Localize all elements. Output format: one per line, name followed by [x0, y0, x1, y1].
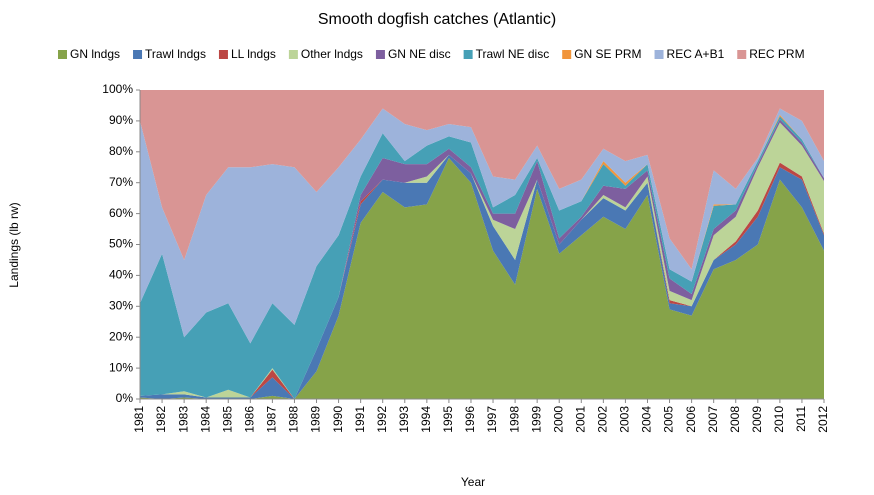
- y-tick-label: 0%: [116, 391, 134, 405]
- legend-label: REC PRM: [749, 47, 804, 61]
- legend-label: LL lndgs: [231, 47, 276, 61]
- area: [140, 116, 824, 399]
- legend-swatch: [133, 50, 143, 59]
- legend-swatch: [562, 50, 572, 59]
- x-tick-label: 2001: [573, 406, 587, 433]
- legend-label: GN NE disc: [388, 47, 451, 61]
- x-tick-label: 1993: [397, 406, 411, 433]
- x-tick-label: 2011: [794, 406, 808, 432]
- x-tick-label: 1989: [309, 406, 323, 433]
- x-tick-label: 2004: [640, 406, 654, 433]
- x-tick-label: 1996: [463, 406, 477, 433]
- x-tick-label: 1995: [441, 406, 455, 433]
- legend-swatch: [737, 50, 747, 59]
- legend-swatch: [654, 50, 664, 59]
- x-tick-label: 1986: [242, 406, 256, 433]
- x-tick-label: 2006: [684, 406, 698, 433]
- x-tick-label: 1983: [176, 406, 190, 433]
- area: [140, 90, 824, 270]
- x-tick-label: 1984: [198, 406, 212, 433]
- x-axis-label: Year: [461, 475, 485, 489]
- y-tick-label: 30%: [109, 298, 133, 312]
- legend-label: Other lndgs: [301, 47, 363, 61]
- x-tick-label: 1994: [419, 406, 433, 433]
- legend-swatch: [463, 50, 473, 59]
- legend-swatch: [218, 50, 228, 59]
- legend-swatch: [58, 50, 67, 59]
- x-tick-label: 1999: [529, 406, 543, 433]
- y-tick-label: 100%: [102, 82, 133, 96]
- y-axis-label: Landings (lb rw): [7, 202, 21, 287]
- x-tick-label: 2005: [662, 406, 676, 433]
- x-tick-label: 2003: [618, 406, 632, 433]
- legend-swatch: [288, 50, 298, 59]
- chart-title: Smooth dogfish catches (Atlantic): [318, 11, 556, 28]
- x-tick-label: 1985: [220, 406, 234, 433]
- x-tick-label: 1987: [265, 406, 279, 433]
- x-tick-label: 2002: [596, 406, 610, 433]
- x-tick-label: 1990: [331, 406, 345, 433]
- y-tick-label: 80%: [109, 144, 133, 158]
- x-tick-label: 1988: [287, 406, 301, 433]
- y-tick-label: 40%: [109, 268, 133, 282]
- legend-label: GN lndgs: [70, 47, 120, 61]
- x-tick-label: 2010: [772, 406, 786, 433]
- legend-label: REC A+B1: [667, 47, 725, 61]
- x-tick-label: 1982: [154, 406, 168, 433]
- area: [140, 157, 824, 399]
- legend-label: GN SE PRM: [574, 47, 641, 61]
- legend-swatch: [375, 50, 385, 59]
- area: [140, 108, 824, 344]
- x-tick-label: 2008: [728, 406, 742, 433]
- x-tick-label: 1992: [375, 406, 389, 433]
- x-tick-label: 2000: [551, 406, 565, 433]
- x-tick-label: 2012: [816, 406, 830, 433]
- y-tick-label: 60%: [109, 206, 133, 220]
- x-tick-label: 1991: [353, 406, 367, 433]
- x-tick-label: 1997: [485, 406, 499, 433]
- y-tick-label: 20%: [109, 329, 133, 343]
- y-tick-label: 10%: [109, 360, 133, 374]
- y-tick-label: 70%: [109, 175, 133, 189]
- y-tick-label: 90%: [109, 113, 133, 127]
- legend-label: Trawl NE disc: [476, 47, 550, 61]
- area: [140, 154, 824, 399]
- legend-label: Trawl lndgs: [145, 47, 206, 61]
- y-tick-label: 50%: [109, 237, 133, 251]
- x-tick-label: 1998: [507, 406, 521, 433]
- x-tick-label: 2009: [750, 406, 764, 433]
- x-tick-label: 2007: [706, 406, 720, 433]
- x-tick-label: 1981: [132, 406, 146, 433]
